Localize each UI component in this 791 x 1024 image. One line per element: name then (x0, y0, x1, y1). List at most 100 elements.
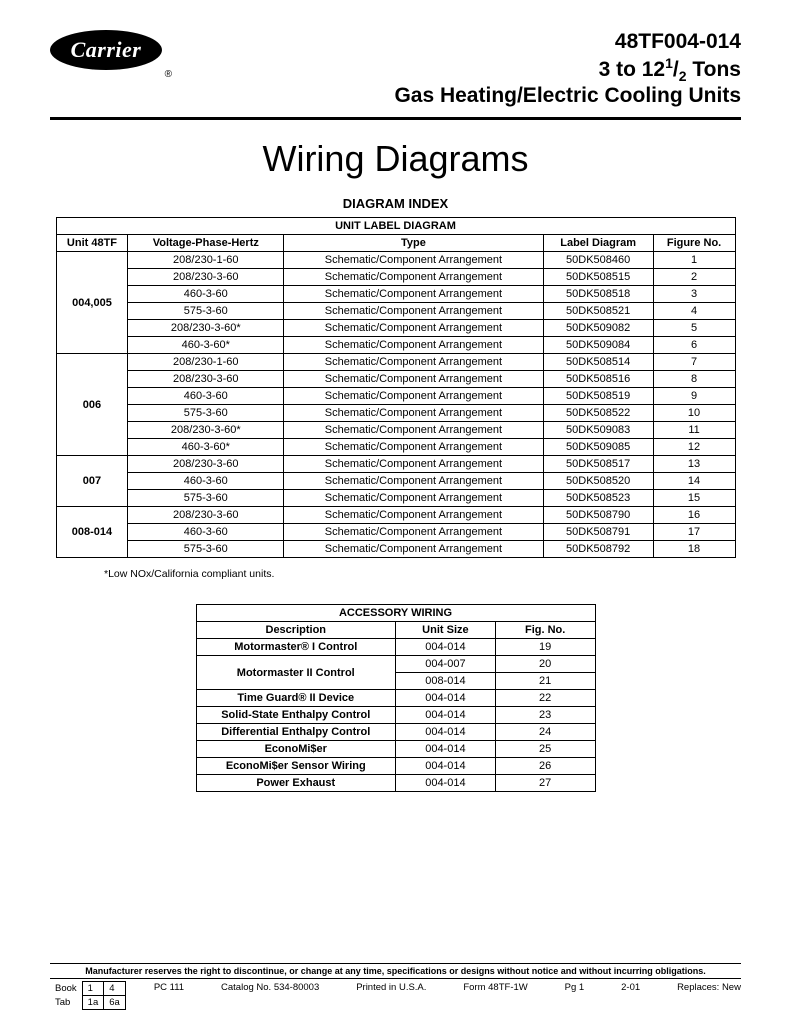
cell: 50DK508520 (543, 473, 653, 490)
fig-cell: 20 (495, 656, 595, 673)
tab-a: 1a (82, 996, 104, 1010)
desc-cell: Time Guard® II Device (196, 690, 396, 707)
table-row: Time Guard® II Device004-01422 (196, 690, 595, 707)
fig-cell: 26 (495, 758, 595, 775)
cell: 50DK508523 (543, 490, 653, 507)
cell: Schematic/Component Arrangement (284, 456, 544, 473)
cell: 4 (653, 303, 735, 320)
size-cell: 004-007 (396, 656, 496, 673)
cell: 208/230-3-60 (128, 269, 284, 286)
fig-cell: 22 (495, 690, 595, 707)
table-row: 006208/230-1-60Schematic/Component Arran… (56, 354, 735, 371)
cell: 50DK508790 (543, 507, 653, 524)
cell: 18 (653, 541, 735, 558)
cell: 3 (653, 286, 735, 303)
cell: 50DK509082 (543, 320, 653, 337)
fig-cell: 19 (495, 639, 595, 656)
cell: 50DK508515 (543, 269, 653, 286)
footnote: *Low NOx/California compliant units. (104, 568, 741, 580)
cell: 208/230-3-60* (128, 320, 284, 337)
cell: 50DK508791 (543, 524, 653, 541)
cell: Schematic/Component Arrangement (284, 303, 544, 320)
desc-cell: Power Exhaust (196, 775, 396, 792)
cell: 50DK508521 (543, 303, 653, 320)
th-description: Description (196, 622, 396, 639)
registered-icon: ® (165, 69, 172, 80)
cell: 9 (653, 388, 735, 405)
desc-cell: EconoMi$er (196, 741, 396, 758)
catalog-no: Catalog No. 534-80003 (221, 982, 319, 993)
cell: Schematic/Component Arrangement (284, 541, 544, 558)
size-cell: 004-014 (396, 639, 496, 656)
th-figure-no: Figure No. (653, 235, 735, 252)
pc: PC 111 (154, 982, 184, 993)
page-no: Pg 1 (565, 982, 585, 993)
unit-label-diagram-table: UNIT LABEL DIAGRAM Unit 48TF Voltage-Pha… (56, 217, 736, 558)
header-row: Carrier ® 48TF004-014 3 to 121/2 Tons Ga… (50, 30, 741, 109)
table1-caption: UNIT LABEL DIAGRAM (56, 218, 735, 235)
table-row: 007208/230-3-60Schematic/Component Arran… (56, 456, 735, 473)
cell: 575-3-60 (128, 490, 284, 507)
header-divider (50, 117, 741, 120)
cell: 13 (653, 456, 735, 473)
size-cell: 004-014 (396, 724, 496, 741)
page: Carrier ® 48TF004-014 3 to 121/2 Tons Ga… (0, 0, 791, 1024)
cell: 460-3-60 (128, 473, 284, 490)
cell: Schematic/Component Arrangement (284, 269, 544, 286)
cell: 208/230-1-60 (128, 252, 284, 269)
cell: 460-3-60 (128, 286, 284, 303)
cell: 11 (653, 422, 735, 439)
table-row: EconoMi$er Sensor Wiring004-01426 (196, 758, 595, 775)
printed-in: Printed in U.S.A. (356, 982, 426, 993)
th-type: Type (284, 235, 544, 252)
cell: Schematic/Component Arrangement (284, 524, 544, 541)
desc-cell: Solid-State Enthalpy Control (196, 707, 396, 724)
cell: 208/230-3-60 (128, 371, 284, 388)
table-row: 460-3-60*Schematic/Component Arrangement… (56, 439, 735, 456)
logo: Carrier ® (50, 30, 170, 78)
cell: Schematic/Component Arrangement (284, 422, 544, 439)
footer-disclaimer: Manufacturer reserves the right to disco… (50, 963, 741, 979)
cell: 460-3-60 (128, 524, 284, 541)
table-row: 460-3-60Schematic/Component Arrangement5… (56, 388, 735, 405)
cell: 208/230-1-60 (128, 354, 284, 371)
cell: 575-3-60 (128, 303, 284, 320)
unit-cell: 008-014 (56, 507, 128, 558)
main-title: Wiring Diagrams (50, 138, 741, 180)
logo-text: Carrier (71, 37, 142, 63)
tonnage-line: 3 to 121/2 Tons (394, 55, 741, 85)
cell: 50DK508522 (543, 405, 653, 422)
unit-cell: 004,005 (56, 252, 128, 354)
cell: 50DK508517 (543, 456, 653, 473)
tab-b: 6a (104, 996, 126, 1010)
size-cell: 004-014 (396, 775, 496, 792)
cell: 2 (653, 269, 735, 286)
cell: Schematic/Component Arrangement (284, 320, 544, 337)
table-row: 575-3-60Schematic/Component Arrangement5… (56, 405, 735, 422)
diagram-index-label: DIAGRAM INDEX (50, 196, 741, 211)
cell: Schematic/Component Arrangement (284, 286, 544, 303)
cell: 50DK508460 (543, 252, 653, 269)
size-cell: 004-014 (396, 690, 496, 707)
cell: 575-3-60 (128, 405, 284, 422)
cell: 10 (653, 405, 735, 422)
table-row: 208/230-3-60Schematic/Component Arrangem… (56, 371, 735, 388)
book-a: 1 (82, 982, 104, 996)
form-no: Form 48TF-1W (463, 982, 527, 993)
cell: Schematic/Component Arrangement (284, 337, 544, 354)
desc-cell: Motormaster® I Control (196, 639, 396, 656)
cell: 208/230-3-60 (128, 507, 284, 524)
cell: Schematic/Component Arrangement (284, 507, 544, 524)
fig-cell: 23 (495, 707, 595, 724)
desc-cell: Differential Enthalpy Control (196, 724, 396, 741)
table-row: 460-3-60Schematic/Component Arrangement5… (56, 286, 735, 303)
cell: 460-3-60* (128, 337, 284, 354)
logo-ellipse: Carrier (50, 30, 162, 70)
cell: 12 (653, 439, 735, 456)
th-fig-no: Fig. No. (495, 622, 595, 639)
table-row: 575-3-60Schematic/Component Arrangement5… (56, 303, 735, 320)
table1-header-row: Unit 48TF Voltage-Phase-Hertz Type Label… (56, 235, 735, 252)
table-row: EconoMi$er004-01425 (196, 741, 595, 758)
table-row: Power Exhaust004-01427 (196, 775, 595, 792)
cell: 208/230-3-60* (128, 422, 284, 439)
